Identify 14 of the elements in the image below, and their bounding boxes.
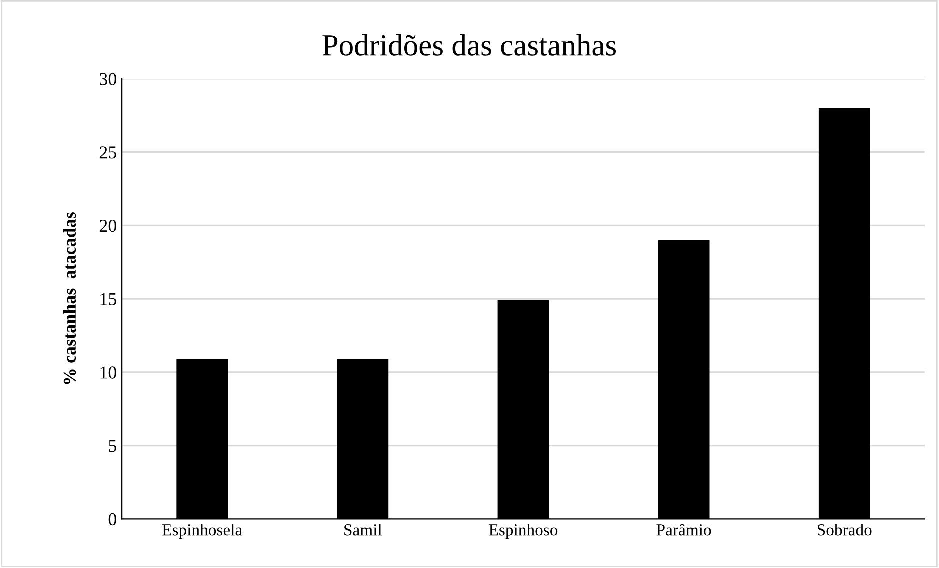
y-tick-label: 30	[100, 73, 117, 86]
x-tick-label: Samil	[344, 524, 382, 536]
x-tick-label: Espinhosela	[162, 524, 242, 540]
y-tick-label: 0	[108, 513, 117, 526]
y-tick-label: 15	[100, 293, 117, 306]
y-tick-label: 25	[100, 146, 117, 159]
y-tick-label: 5	[109, 440, 117, 452]
x-tick-label: Espinhoso	[489, 524, 558, 540]
y-tick-label: 10	[100, 366, 117, 379]
y-axis-title: % castanhas atacadas	[63, 212, 76, 384]
x-tick-label: Sobrado	[818, 524, 872, 536]
y-tick-label: 20	[100, 220, 117, 232]
x-tick-label: Parâmio	[656, 524, 712, 536]
chart-title: Podridões das castanhas	[322, 34, 616, 56]
